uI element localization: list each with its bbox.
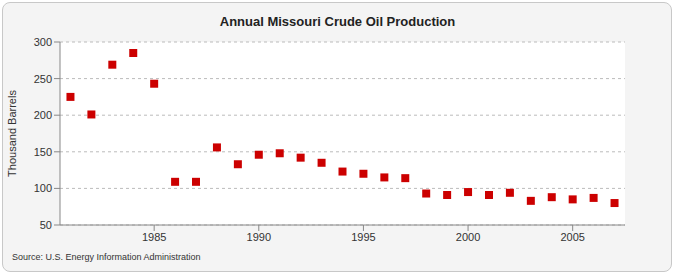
- html-text:Source: U.S. Energy Informatio: Source: U.S. Energy Information Administ…: [12, 252, 201, 262]
- svg-text:2005: 2005: [560, 231, 584, 243]
- svg-text:200: 200: [34, 109, 52, 121]
- svg-text:Thousand Barrels: Thousand Barrels: [8, 90, 18, 177]
- svg-text:150: 150: [34, 146, 52, 158]
- svg-text:1990: 1990: [247, 231, 271, 243]
- svg-text:1995: 1995: [351, 231, 375, 243]
- svg-text:250: 250: [34, 73, 52, 85]
- svg-text:100: 100: [34, 182, 52, 194]
- svg-text:2000: 2000: [456, 231, 480, 243]
- svg-text:1985: 1985: [142, 231, 166, 243]
- html-text:Annual Missouri Crude Oil Prod: Annual Missouri Crude Oil Production: [219, 14, 456, 29]
- svg-text:50: 50: [40, 219, 52, 231]
- svg-text:300: 300: [34, 36, 52, 48]
